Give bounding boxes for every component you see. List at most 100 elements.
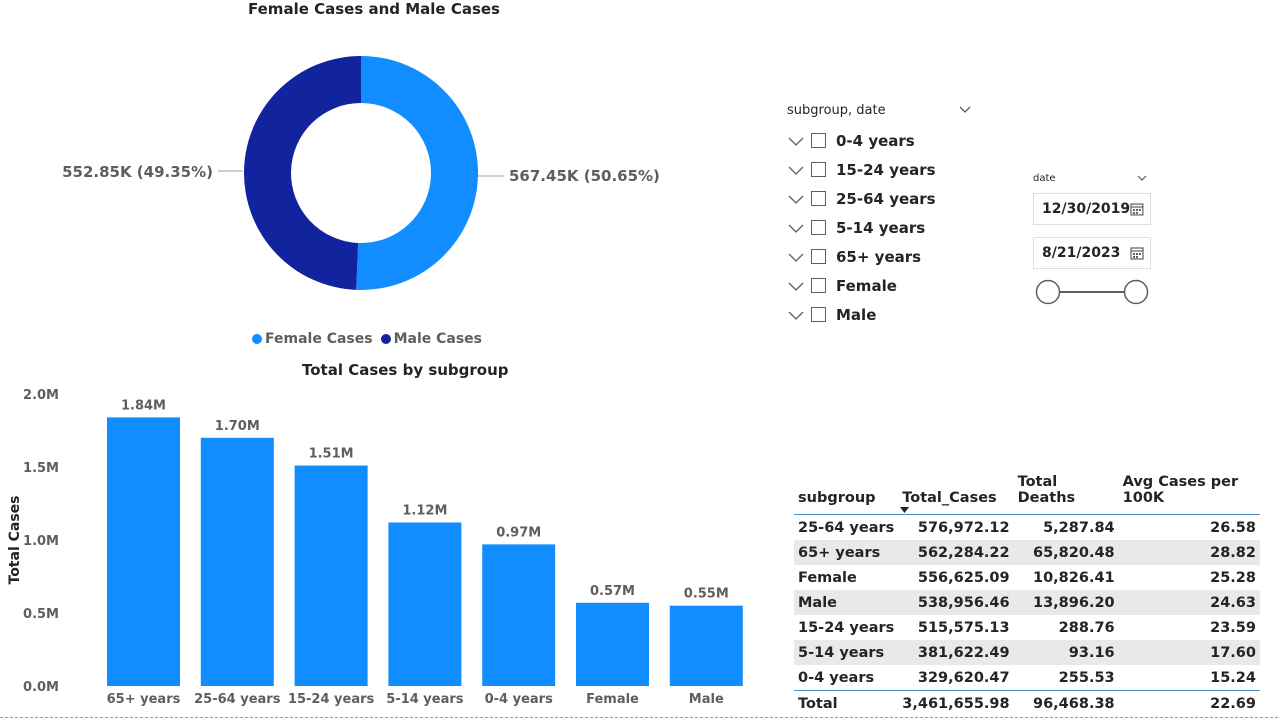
table-cell: 538,956.46 [898,590,1014,615]
x-tick-label: 0-4 years [485,692,553,707]
table-row[interactable]: Male 538,956.46 13,896.20 24.63 [794,590,1260,615]
donut-slice-male[interactable] [243,56,361,290]
slicer-item[interactable]: 5-14 years [787,213,972,242]
checkbox[interactable] [811,220,826,235]
start-date-input[interactable]: 12/30/2019 [1033,193,1151,225]
bar-female[interactable] [576,602,649,686]
table-cell: 10,826.41 [1033,569,1115,586]
donut-legend: Female Cases Male Cases [252,331,490,347]
bar-5-14-years[interactable] [388,522,462,686]
x-tick-label: 5-14 years [386,692,464,707]
slicer-item[interactable]: Male [787,300,972,329]
chevron-down-icon[interactable] [787,132,805,150]
y-tick-label: 2.0M [23,388,59,403]
legend-dot-female [252,334,262,344]
slicer-item-label: 25-64 years [836,189,936,208]
col-header-subgroup[interactable]: subgroup [794,474,899,515]
bar-15-24-years[interactable] [294,465,368,686]
table-row[interactable]: 0-4 years 329,620.47 255.53 15.24 [794,665,1260,691]
calendar-icon[interactable] [1130,202,1144,216]
table-row[interactable]: 25-64 years 576,972.12 5,287.84 26.58 [794,515,1260,541]
slicer-item[interactable]: 65+ years [787,242,972,271]
col-header-total-deaths[interactable]: Total Deaths [1013,474,1119,515]
slicer-item[interactable]: 15-24 years [787,155,972,184]
legend-dot-male [380,334,391,344]
donut-chart[interactable]: 567.45K (50.65%) 552.85K (49.35%) [60,40,680,310]
chevron-down-icon[interactable] [958,105,972,115]
slicer-item-label: 65+ years [836,247,922,266]
bar-data-label: 1.70M [215,419,260,434]
checkbox[interactable] [811,249,826,264]
bar-male[interactable] [669,605,743,686]
slicer-item[interactable]: 25-64 years [787,184,972,213]
table-total-cell: 96,468.38 [1013,690,1119,717]
col-header-avg-cases[interactable]: Avg Cases per 100K [1118,474,1260,515]
table-cell: 576,972.12 [917,519,1010,536]
end-date-input[interactable]: 8/21/2023 [1033,237,1151,269]
table-cell: Male [794,590,899,615]
x-tick-label: 15-24 years [288,692,375,707]
table-row[interactable]: Female 556,625.09 10,826.41 25.28 [794,565,1260,590]
bar-data-label: 1.84M [121,398,166,413]
table-row[interactable]: 5-14 years 381,622.49 93.16 17.60 [794,640,1260,665]
slider-end-handle[interactable] [1123,279,1149,305]
checkbox[interactable] [811,278,826,293]
checkbox[interactable] [811,307,826,322]
table-cell: 24.63 [1118,590,1260,615]
col-header-total-cases[interactable]: Total_Cases [898,474,1014,515]
x-tick-label: 25-64 years [194,692,281,707]
donut-title: Female Cases and Male Cases [248,0,500,18]
chevron-down-icon[interactable] [787,306,805,324]
chevron-down-icon[interactable] [787,248,805,266]
table-row[interactable]: 65+ years 562,284.22 65,820.48 28.82 [794,540,1260,565]
table-cell: 562,284.22 [898,540,1014,565]
table-cell: 25.28 [1210,569,1256,586]
y-tick-label: 0.5M [23,607,59,622]
date-slicer-header: date [1033,172,1056,184]
donut-slice-female[interactable] [356,56,478,290]
bar-0-4-years[interactable] [482,544,556,686]
legend-label-male[interactable]: Male Cases [393,331,483,347]
slicer-item[interactable]: 0-4 years [787,126,972,155]
chevron-down-icon[interactable] [787,190,805,208]
date-range-slider[interactable] [1033,278,1153,306]
data-table: subgroup Total_Cases Total Deaths Avg Ca… [794,474,1260,717]
table-cell: 65+ years [794,540,899,565]
table-cell: 556,625.09 [917,569,1010,586]
table-cell: 28.82 [1118,540,1260,565]
chevron-down-icon[interactable] [787,277,805,295]
checkbox[interactable] [811,162,826,177]
bar-data-label: 0.55M [684,587,729,602]
chevron-down-icon[interactable] [1136,174,1148,182]
table-cell: 17.60 [1118,640,1260,665]
legend-label-female[interactable]: Female Cases [265,331,373,347]
chevron-down-icon[interactable] [787,161,805,179]
table-cell: Female [798,569,857,586]
table-cell: 329,620.47 [917,669,1010,686]
chevron-down-icon[interactable] [787,219,805,237]
table-total-cell: 3,461,655.98 [898,690,1014,717]
slider-start-handle[interactable] [1035,279,1061,305]
bar-data-label: 1.12M [402,503,447,518]
table-cell: 15-24 years [798,619,895,636]
table-cell: 0-4 years [798,669,875,686]
table-total-row: Total 3,461,655.98 96,468.38 22.69 [794,690,1260,717]
slicer-item-label: Female [836,276,897,295]
table-row[interactable]: 15-24 years 515,575.13 288.76 23.59 [794,615,1260,640]
bar-chart-title: Total Cases by subgroup [302,361,509,379]
donut-data-label: 567.45K (50.65%) [509,167,660,185]
bar-25-64-years[interactable] [200,437,274,686]
slicer-item-label: 15-24 years [836,160,936,179]
bar-chart[interactable]: 0.0M 0.5M 1.0M 1.5M 2.0M Total Cases 1.84M 65+ … [0,380,760,715]
bar-65-years[interactable] [107,417,180,686]
slicer-item-label: 5-14 years [836,218,926,237]
calendar-icon[interactable] [1130,246,1144,260]
slicer-item[interactable]: Female [787,271,972,300]
checkbox[interactable] [811,133,826,148]
start-date-value: 12/30/2019 [1042,201,1131,217]
table-cell: 15.24 [1210,669,1256,686]
subgroup-slicer: subgroup, date 0-4 years 15-24 years 25-64… [787,100,972,329]
checkbox[interactable] [811,191,826,206]
table-cell: 288.76 [1058,619,1115,636]
table-cell: 255.53 [1058,669,1115,686]
